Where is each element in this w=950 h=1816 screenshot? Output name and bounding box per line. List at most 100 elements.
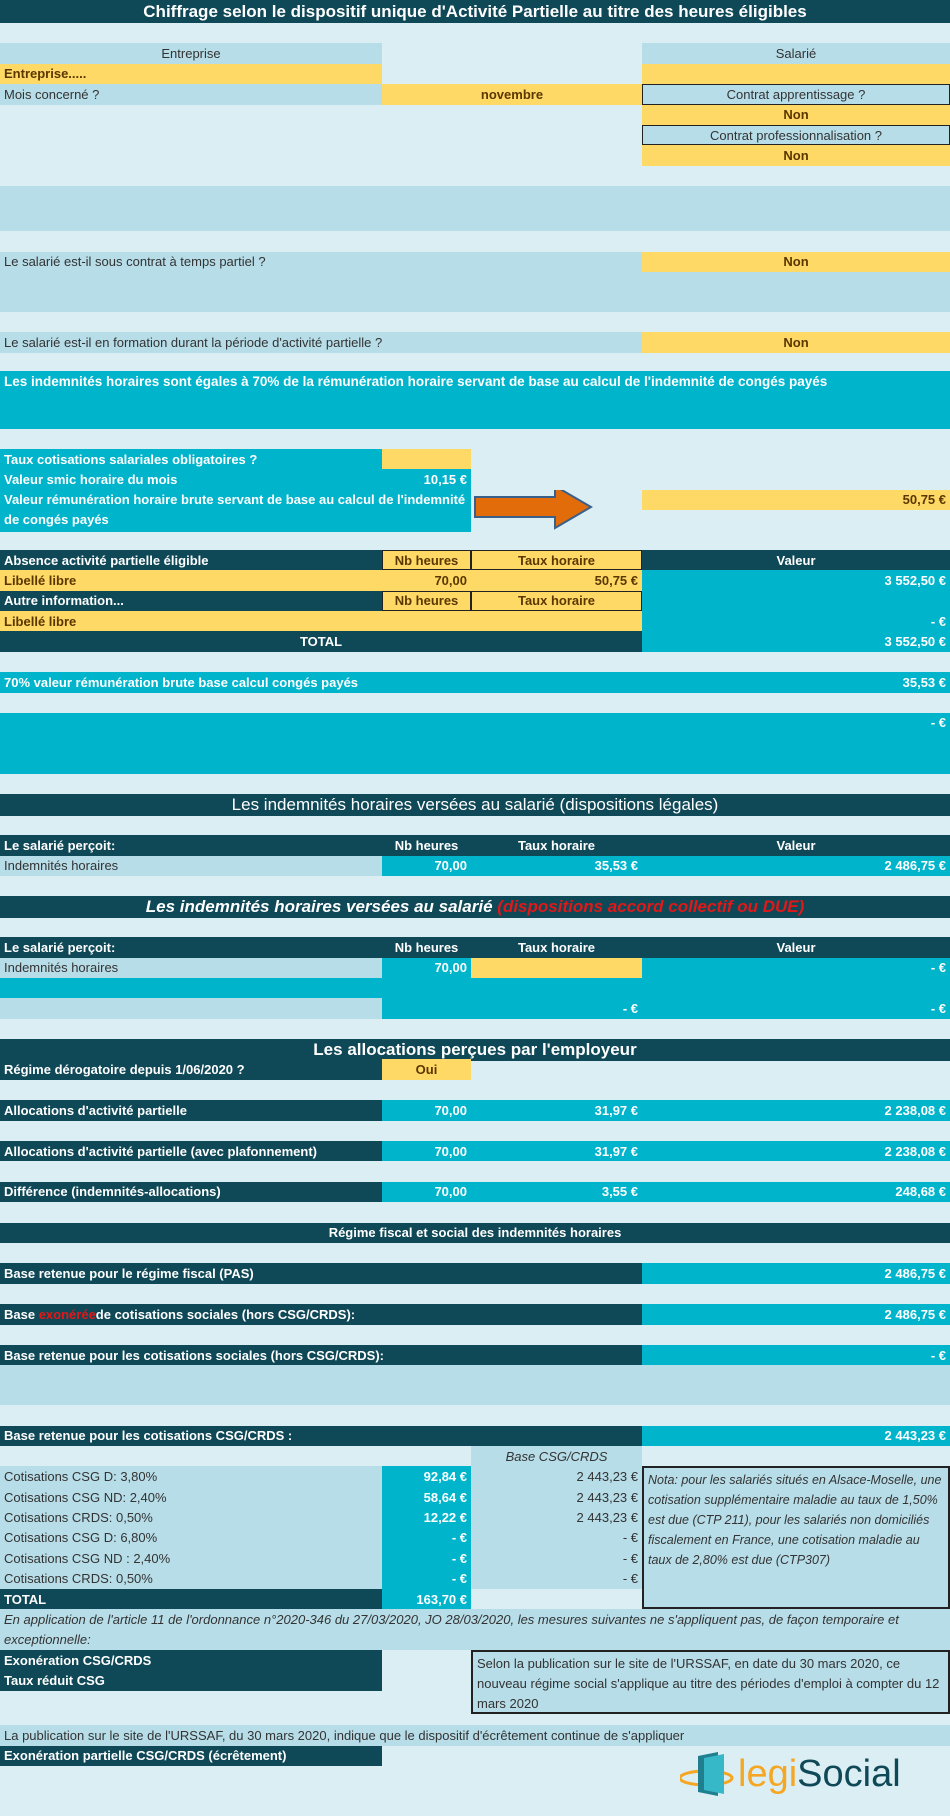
valeur-header: Valeur (776, 939, 816, 955)
cotisation-label: Cotisations CSG D: 6,80% (0, 1527, 382, 1549)
cotisation-base: - € (471, 1568, 642, 1589)
entreprise-header: Entreprise (0, 43, 382, 64)
derogatoire-label: Régime dérogatoire depuis 1/06/2020 ? (0, 1059, 382, 1080)
heures-cell: 70,00 (382, 1100, 471, 1121)
heures-cell: 70,00 (382, 1181, 471, 1203)
subtotal-taux: - € (382, 998, 642, 1019)
taux-cell: 3,55 € (471, 1181, 642, 1203)
allocation-label: Allocations d'activité partielle (0, 1100, 382, 1121)
salarie-input[interactable] (642, 63, 950, 85)
seventy-value: 35,53 € (902, 674, 946, 690)
libelle-input[interactable]: Libellé libre (0, 570, 382, 591)
cotisation-base: 2 443,23 € (471, 1507, 642, 1528)
montant-cell: 2 238,08 € (642, 1100, 950, 1121)
cotisation-montant: - € (382, 1527, 471, 1549)
taux-horaire-header: Taux horaire (471, 590, 642, 612)
legal-heading: Les indemnités horaires versées au salar… (0, 794, 950, 817)
nota-box: Nota: pour les salariés situés en Alsace… (642, 1466, 950, 1610)
csg-base-label: Base retenue pour les cotisations CSG/CR… (0, 1425, 642, 1447)
allocations-heading: Les allocations perçues par l'employeur (0, 1039, 950, 1062)
montant-cell: - € (642, 957, 950, 978)
heures-input[interactable]: 70,00 (382, 570, 471, 591)
taux-cotisations-label: Taux cotisations salariales obligatoires… (0, 449, 382, 470)
accord-heading-red: (dispositions accord collectif ou DUE) (497, 897, 805, 917)
cotisation-base: - € (471, 1527, 642, 1549)
accord-heading: Les indemnités horaires versées au salar… (0, 896, 950, 919)
apprentissage-input[interactable]: Non (642, 104, 950, 125)
cotisation-montant: 12,22 € (382, 1507, 471, 1528)
total-value: 3 552,50 € (642, 631, 950, 652)
nb-heures-header: Nb heures (394, 837, 459, 853)
nb-heures-header: Nb heures (382, 590, 471, 612)
pas-label: Base retenue pour le régime fiscal (PAS) (0, 1263, 642, 1284)
formation-label: Le salarié est-il en formation durant la… (0, 332, 642, 353)
pas-value: 2 486,75 € (642, 1263, 950, 1284)
csg-base-value: 2 443,23 € (642, 1425, 950, 1447)
professionnalisation-input[interactable]: Non (642, 145, 950, 166)
taux-horaire-header: Taux horaire (471, 549, 642, 571)
apprentissage-label: Contrat apprentissage ? (642, 84, 950, 105)
block-value: - € (930, 715, 946, 731)
smic-value: 10,15 € (382, 469, 471, 490)
cotisation-base: - € (471, 1548, 642, 1569)
smic-label: Valeur smic horaire du mois (0, 469, 382, 490)
info-banner: Les indemnités horaires sont égales à 70… (4, 373, 828, 389)
spacer-block (0, 1365, 950, 1406)
spacer-block (0, 271, 950, 312)
salarie-header: Salarié (642, 43, 950, 64)
nb-heures-header: Nb heures (382, 549, 471, 571)
cotisation-montant: - € (382, 1548, 471, 1569)
logo-text-social: Social (797, 1753, 901, 1796)
valeur-header: Valeur (776, 837, 816, 853)
cotisation-montant: 58,64 € (382, 1486, 471, 1508)
montant-cell: 248,68 € (642, 1181, 950, 1203)
valeur-cell: - € (642, 611, 950, 632)
exoneree-label: Base exonérée de cotisations sociales (h… (0, 1304, 642, 1325)
sociales-label: Base retenue pour les cotisations social… (0, 1344, 642, 1366)
spacer-block (0, 186, 950, 232)
cotisation-label: Cotisations CRDS: 0,50% (0, 1568, 382, 1589)
taux-reduit-label: Taux réduit CSG (0, 1670, 382, 1691)
temps-partiel-label: Le salarié est-il sous contrat à temps p… (0, 251, 642, 272)
exoneree-value: 2 486,75 € (642, 1304, 950, 1325)
remuneration-label: Valeur rémunération horaire brute servan… (0, 489, 471, 532)
cotisation-label: Cotisations CSG ND: 2,40% (0, 1486, 382, 1508)
taux-input[interactable] (471, 957, 642, 978)
page-title: Chiffrage selon le dispositif unique d'A… (0, 0, 950, 23)
indemnites-label: Indemnités horaires (0, 855, 382, 876)
autre-input[interactable] (382, 611, 642, 632)
formation-input[interactable]: Non (642, 332, 950, 353)
exoneree-red: exonérée (38, 1306, 96, 1322)
taux-cell: 35,53 € (471, 855, 642, 876)
heures-cell: 70,00 (382, 957, 471, 978)
urssaf-note-box: Selon la publication sur le site de l'UR… (471, 1650, 950, 1715)
cotisation-label: Cotisations CRDS: 0,50% (0, 1507, 382, 1528)
libelle-input[interactable]: Libellé libre (0, 611, 382, 632)
mois-input[interactable]: novembre (382, 84, 642, 105)
absence-label: Absence activité partielle éligible (0, 549, 382, 571)
seventy-label: 70% valeur rémunération brute base calcu… (4, 674, 359, 690)
taux-cotisations-input[interactable] (382, 449, 471, 470)
montant-cell: 2 486,75 € (642, 855, 950, 876)
professionnalisation-label: Contrat professionnalisation ? (642, 124, 950, 146)
arrow-right-icon (474, 489, 593, 530)
remuneration-value[interactable]: 50,75 € (642, 489, 950, 510)
nb-heures-header: Nb heures (394, 939, 459, 955)
exoneration-csg-label: Exonération CSG/CRDS (0, 1650, 382, 1671)
indemnites-label: Indemnités horaires (0, 957, 382, 978)
ecretement-label: Exonération partielle CSG/CRDS (écrêteme… (0, 1745, 382, 1767)
derogatoire-input[interactable]: Oui (382, 1059, 471, 1080)
cotisation-base: 2 443,23 € (471, 1466, 642, 1487)
base-csg-header: Base CSG/CRDS (471, 1446, 642, 1467)
entreprise-input[interactable]: Entreprise..... (0, 63, 382, 85)
exoneree-pre: Base (4, 1306, 36, 1322)
valeur-header: Valeur (642, 549, 950, 571)
total-label: TOTAL (0, 631, 642, 652)
heures-cell: 70,00 (382, 855, 471, 876)
subtotal-montant: - € (642, 998, 950, 1019)
temps-partiel-input[interactable]: Non (642, 251, 950, 272)
autre-information-label: Autre information... (0, 590, 382, 612)
accord-heading-main: Les indemnités horaires versées au salar… (145, 897, 493, 917)
taux-input[interactable]: 50,75 € (471, 570, 642, 591)
allocation-label: Allocations d'activité partielle (avec p… (0, 1141, 382, 1162)
